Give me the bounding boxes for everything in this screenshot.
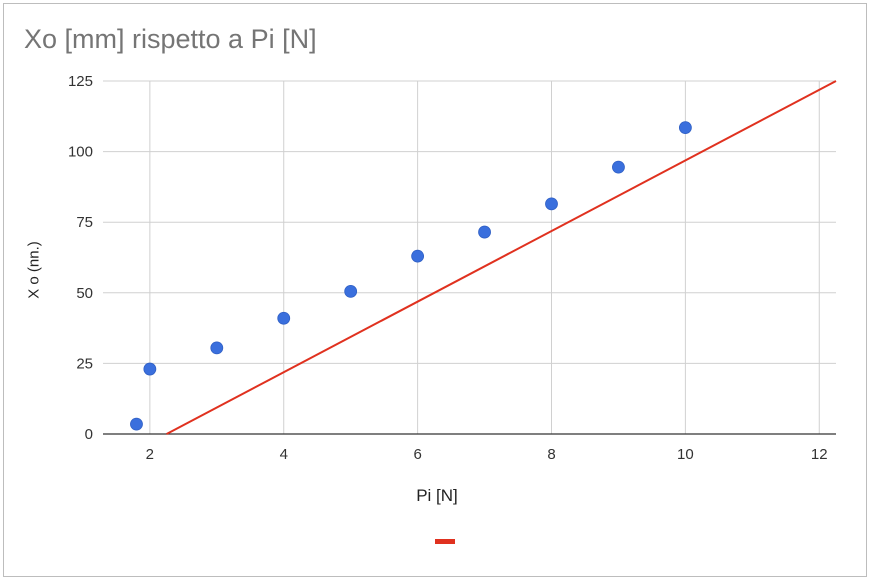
legend-swatch[interactable] (435, 539, 455, 544)
x-tick-label: 12 (811, 446, 828, 463)
x-tick-label: 4 (280, 446, 288, 463)
x-tick-label: 6 (413, 446, 421, 463)
x-tick-label: 2 (146, 446, 154, 463)
x-tick-label: 10 (677, 446, 694, 463)
data-point[interactable] (411, 249, 425, 263)
chart-title: Xo [mm] rispetto a Pi [N] (24, 24, 317, 54)
data-point[interactable] (612, 160, 625, 174)
x-tick-label: 8 (547, 446, 555, 463)
data-point[interactable] (478, 225, 491, 239)
y-tick-label: 125 (68, 73, 93, 90)
x-axis-label: Pi [N] (416, 486, 458, 505)
grid-lines (103, 80, 836, 434)
y-tick-label: 75 (76, 214, 93, 231)
data-point[interactable] (210, 341, 224, 355)
data-point[interactable] (678, 121, 692, 134)
data-point[interactable] (143, 362, 157, 376)
chart-frame (3, 3, 867, 577)
y-tick-label: 100 (68, 144, 93, 161)
data-point[interactable] (130, 417, 143, 431)
data-point[interactable] (277, 311, 291, 325)
tick-labels: 0 25 50 75 100 125 2 4 6 8 10 12 (68, 73, 828, 463)
data-point[interactable] (344, 284, 358, 298)
y-tick-label: 25 (76, 355, 93, 372)
trend-line (166, 80, 837, 435)
y-tick-label: 0 (85, 426, 93, 443)
y-tick-label: 50 (76, 285, 93, 302)
series-layer (130, 80, 837, 435)
data-point[interactable] (545, 197, 558, 211)
